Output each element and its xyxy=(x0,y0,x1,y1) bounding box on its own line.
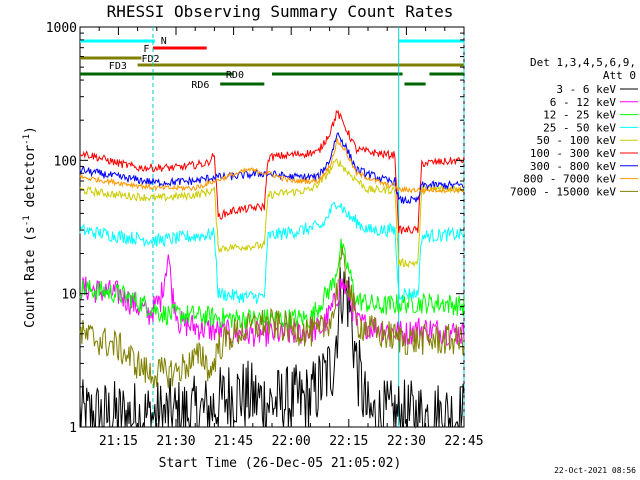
flag-label-fd2: FD2 xyxy=(141,54,159,65)
flag-label-f: F xyxy=(143,44,149,55)
x-tick-label: 22:15 xyxy=(329,434,368,449)
series-line xyxy=(79,267,465,429)
x-tick-label: 22:30 xyxy=(387,434,426,449)
y-tick-label: 1000 xyxy=(46,21,77,36)
series-line xyxy=(79,138,465,194)
series-line xyxy=(79,238,465,330)
series-line xyxy=(79,132,465,204)
x-tick-label: 22:45 xyxy=(444,434,483,449)
series-line xyxy=(79,246,465,389)
timestamp: 22-Oct-2021 08:56 xyxy=(554,466,636,475)
x-axis: 21:15 21:30 21:45 22:00 22:15 22:30 22:45 xyxy=(79,27,484,449)
x-tick-label: 21:15 xyxy=(99,434,138,449)
legend-label: 7000 - 15000 keV xyxy=(510,185,616,198)
series-lines xyxy=(79,109,465,429)
legend-label: 6 - 12 keV xyxy=(550,96,617,109)
legend-label: 300 - 800 keV xyxy=(530,160,616,173)
flag-label-rd6: RD6 xyxy=(191,80,209,91)
x-tick-label: 21:30 xyxy=(156,434,195,449)
x-axis-label: Start Time (26-Dec-05 21:05:02) xyxy=(159,456,402,471)
legend-label: 800 - 7000 keV xyxy=(523,173,616,186)
flag-label-rd0: RD0 xyxy=(226,70,244,81)
legend-label: 100 - 300 keV xyxy=(530,147,616,160)
y-tick-label: 10 xyxy=(61,288,77,303)
y-axis-label: Count Rate (s-1 detector-1) xyxy=(22,126,38,328)
y-tick-label: 1 xyxy=(69,421,77,436)
series-line xyxy=(79,109,465,235)
legend-header: Det 1,3,4,5,6,9, xyxy=(530,56,636,69)
legend-label: 3 - 6 keV xyxy=(556,83,616,96)
legend-label: 12 - 25 keV xyxy=(543,109,616,122)
flag-label-n: N xyxy=(161,36,167,47)
y-tick-label: 100 xyxy=(54,154,77,169)
series-line xyxy=(79,201,465,305)
chart-title: RHESSI Observing Summary Count Rates xyxy=(107,2,454,21)
legend-label: 50 - 100 keV xyxy=(537,134,617,147)
y-axis: 1 10 100 1000 xyxy=(46,21,464,436)
legend-header: Att 0 xyxy=(603,69,636,82)
legend-label: 25 - 50 keV xyxy=(543,121,616,134)
x-tick-label: 21:45 xyxy=(214,434,253,449)
series-line xyxy=(79,158,465,269)
x-tick-label: 22:00 xyxy=(272,434,311,449)
series-line xyxy=(79,254,465,347)
flag-label-fd3: FD3 xyxy=(109,61,127,72)
